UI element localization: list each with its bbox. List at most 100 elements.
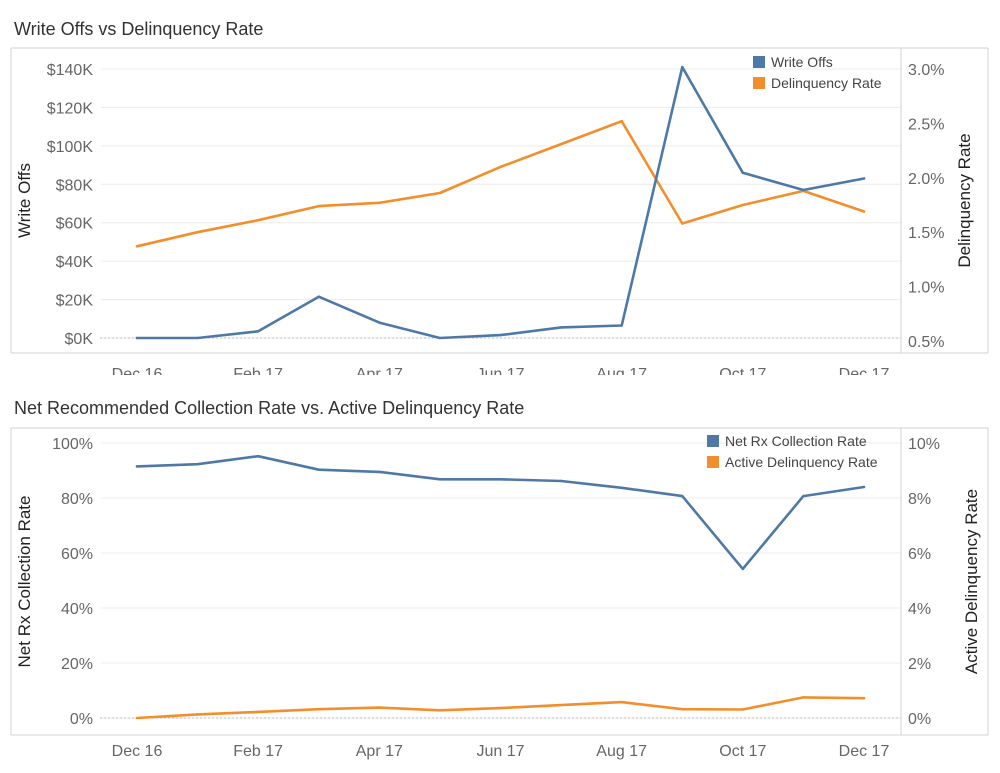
- chart1-ytick-label: $140K: [47, 62, 94, 79]
- chart1-xtick-label: Dec 16: [112, 366, 163, 375]
- chart1-ytick-label: $100K: [47, 139, 94, 156]
- chart2-series-net-rx-collection-rate: [135, 454, 866, 571]
- chart2-legend-label: Net Rx Collection Rate: [725, 433, 867, 449]
- chart1-series-delinquency-rate: [135, 119, 866, 248]
- chart2-data-point: [196, 713, 199, 716]
- chart2-y2tick-label: 8%: [908, 491, 931, 508]
- chart2-data-point: [681, 708, 684, 711]
- chart2-data-point: [681, 494, 684, 498]
- chart2-data-point: [802, 696, 805, 699]
- chart2-y2label: Active Delinquency Rate: [962, 489, 981, 674]
- chart2-ytick-label: 20%: [61, 656, 93, 673]
- chart1-xtick-label: Apr 17: [356, 366, 403, 375]
- chart2-ytick-label: 80%: [61, 491, 93, 508]
- chart2-xtick-label: Aug 17: [596, 743, 647, 760]
- chart2-data-point: [317, 468, 320, 471]
- chart2-data-point: [256, 710, 260, 714]
- chart1-xtick-label: Jun 17: [476, 366, 524, 375]
- chart2-xtick-label: Dec 17: [839, 743, 890, 760]
- chart1-xtick-label: Oct 17: [719, 366, 766, 375]
- chart2-legend-swatch: [707, 435, 719, 447]
- chart2-xtick-label: Dec 16: [112, 743, 163, 760]
- chart1-data-point: [862, 210, 866, 213]
- chart1-plot: $0K $20K $40K $60K $80K $100K $120K $140K 0.5% 1.…: [10, 47, 989, 375]
- chart1-data-point: [862, 177, 866, 180]
- chart1-data-point: [802, 188, 805, 192]
- chart2-data-point: [378, 470, 381, 474]
- chart1-ytick-label: $0K: [65, 331, 94, 348]
- chart2-data-point: [256, 455, 260, 458]
- chart1-data-point: [681, 222, 684, 225]
- chart1-y2label: Delinquency Rate: [955, 133, 974, 267]
- chart1-data-point: [499, 333, 502, 337]
- chart2-data-point: [438, 709, 442, 712]
- chart1-title: Write Offs vs Delinquency Rate: [14, 19, 264, 39]
- chart2-data-point: [741, 567, 745, 571]
- chart1-xtick-label: Dec 17: [839, 366, 890, 375]
- chart2-data-point: [559, 703, 563, 707]
- chart1-ytick-label: $40K: [56, 254, 94, 271]
- chart2-data-point: [862, 697, 866, 700]
- chart2-data-point: [499, 478, 502, 481]
- chart2-data-point: [741, 708, 745, 711]
- chart1-data-point: [620, 120, 623, 123]
- chart2-xtick-label: Feb 17: [233, 743, 283, 760]
- chart2-ytick-label: 0%: [70, 711, 93, 728]
- chart1-data-point: [438, 336, 442, 340]
- chart2-data-point: [438, 478, 442, 481]
- chart2-legend-label: Active Delinquency Rate: [725, 454, 878, 470]
- chart1-y2tick-label: 2.0%: [908, 171, 944, 188]
- chart1-data-point: [135, 336, 139, 340]
- chart1-data-point: [378, 321, 381, 324]
- chart1-y2tick-label: 3.0%: [908, 62, 944, 79]
- chart2-data-point: [378, 706, 381, 709]
- chart1-data-point: [438, 191, 442, 195]
- chart2-y2tick-label: 2%: [908, 656, 931, 673]
- chart2-ytick-label: 40%: [61, 601, 93, 618]
- chart1-ylabel: Write Offs: [15, 163, 34, 238]
- chart2-legend-swatch: [707, 456, 719, 468]
- chart1-data-point: [317, 204, 320, 208]
- chart2-data-point: [620, 486, 623, 490]
- chart2-ytick-label: 100%: [52, 436, 93, 453]
- chart1-ytick-label: $120K: [47, 100, 94, 117]
- chart1-data-point: [559, 142, 563, 146]
- chart1-legend-swatch: [753, 56, 765, 68]
- chart1-y2tick-label: 1.0%: [908, 280, 944, 297]
- chart2-y2tick-label: 6%: [908, 546, 931, 563]
- chart1-data-point: [135, 245, 139, 248]
- chart1-data-point: [317, 295, 320, 298]
- chart1-xtick-label: Feb 17: [233, 366, 283, 375]
- chart2-data-point: [135, 716, 139, 720]
- chart2-data-point: [802, 494, 805, 498]
- chart2-data-point: [620, 700, 623, 704]
- chart1-y2tick-label: 2.5%: [908, 116, 944, 133]
- chart2-data-point: [317, 708, 320, 711]
- chart1-data-point: [681, 65, 684, 69]
- chart1-data-point: [256, 219, 260, 222]
- chart1-y2tick-label: 0.5%: [908, 334, 944, 351]
- chart2-y2tick-label: 4%: [908, 601, 931, 618]
- chart2-y2tick-label: 0%: [908, 711, 931, 728]
- chart1-data-point: [559, 326, 563, 329]
- chart1-data-point: [741, 203, 745, 207]
- chart1-data-point: [256, 330, 260, 333]
- chart1-ytick-label: $20K: [56, 293, 94, 310]
- chart1-data-point: [499, 165, 502, 169]
- chart1-legend-label: Write Offs: [771, 54, 833, 70]
- chart2-y2tick-label: 10%: [908, 436, 940, 453]
- chart2-title: Net Recommended Collection Rate vs. Acti…: [14, 398, 525, 418]
- chart2-plot: 0% 20% 40% 60% 80% 100% 0% 2% 4% 6% 8% 10% Dec 16 Feb…: [10, 427, 989, 760]
- chart2-data-point: [559, 479, 563, 483]
- chart2-data-point: [135, 465, 139, 468]
- chart2-xtick-label: Jun 17: [476, 743, 524, 760]
- chart1-ytick-label: $80K: [56, 177, 94, 194]
- chart1-data-point: [741, 171, 745, 174]
- chart2-data-point: [862, 485, 866, 489]
- chart1-data-point: [620, 324, 623, 327]
- chart1-ytick-label: $60K: [56, 216, 94, 233]
- chart2-xtick-label: Oct 17: [719, 743, 766, 760]
- chart1-xtick-label: Aug 17: [596, 366, 647, 375]
- chart2-xtick-label: Apr 17: [356, 743, 403, 760]
- chart1-legend-swatch: [753, 77, 765, 89]
